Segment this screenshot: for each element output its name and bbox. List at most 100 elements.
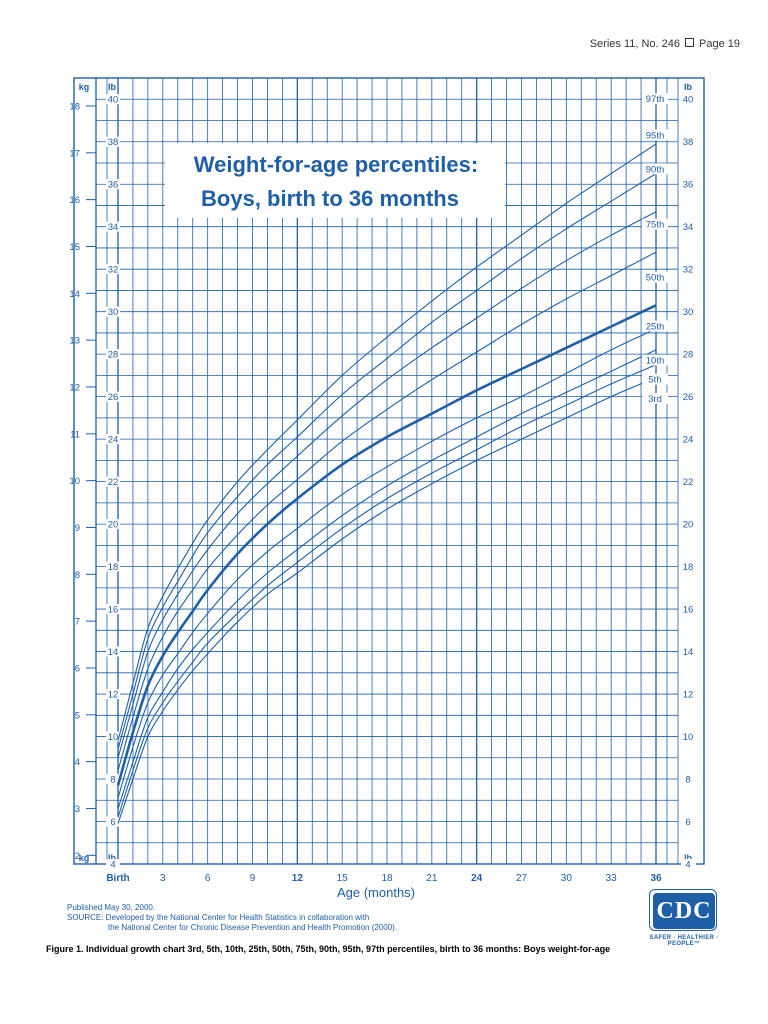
lb-tick-label-left: 16 xyxy=(108,605,119,616)
percentile-label-bg xyxy=(642,392,668,404)
lb-label-bg xyxy=(681,816,696,827)
lb-tick-label-left: 22 xyxy=(108,477,119,488)
kg-tick-label: 6 xyxy=(75,663,80,674)
kg-tick-label: 4 xyxy=(75,757,80,768)
x-tick-label: 12 xyxy=(292,873,304,884)
lb-unit-top-left: lb xyxy=(108,82,117,92)
kg-tick-label: 17 xyxy=(69,148,80,159)
percentile-label-97th: 97th xyxy=(646,94,665,105)
percentile-label-bg xyxy=(642,129,668,141)
lb-tick-label-right: 4 xyxy=(685,860,690,871)
percentile-label-10th: 10th xyxy=(646,356,665,367)
x-tick-label: 3 xyxy=(160,873,166,884)
kg-tick-label: 5 xyxy=(75,710,80,721)
page-header: Series 11, No. 246 Page 19 xyxy=(560,38,740,50)
lb-tick-label-left: 18 xyxy=(108,562,119,573)
kg-tick-label: 14 xyxy=(69,289,80,300)
lb-tick-label-right: 22 xyxy=(683,477,694,488)
lb-label-bg xyxy=(106,264,120,275)
percentile-curve-50th xyxy=(116,304,657,786)
percentile-curve-5th xyxy=(117,364,657,818)
lb-unit-bottom-left: lb xyxy=(108,853,117,863)
x-tick-label: 27 xyxy=(516,873,528,884)
lb-label-bg xyxy=(106,306,120,317)
cdc-tagline: SAFER · HEALTHIER · PEOPLE™ xyxy=(649,935,719,947)
lb-tick-label-right: 10 xyxy=(683,732,694,743)
published-date: Published May 30, 2000. xyxy=(67,903,156,912)
lb-tick-label-left: 14 xyxy=(108,647,119,658)
percentile-label-95th: 95th xyxy=(646,130,665,141)
cdc-logo: CDC SAFER · HEALTHIER · PEOPLE™ xyxy=(634,889,734,947)
x-tick-label: Birth xyxy=(106,873,129,884)
lb-tick-label-left: 26 xyxy=(108,392,119,403)
lb-tick-label-left: 6 xyxy=(110,817,115,828)
lb-label-bg xyxy=(106,221,120,232)
x-tick-label: 18 xyxy=(381,873,393,884)
lb-label-bg xyxy=(106,94,120,105)
kg-tick-label: 7 xyxy=(75,617,80,628)
source-line-1: SOURCE: Developed by the National Center… xyxy=(67,913,370,922)
x-tick-label: 36 xyxy=(650,873,662,884)
percentile-label-75th: 75th xyxy=(646,220,665,231)
lb-label-bg xyxy=(681,646,696,657)
x-tick-label: 6 xyxy=(205,873,211,884)
chart-subtitle: Boys, birth to 36 months xyxy=(201,186,459,211)
kg-tick-label: 18 xyxy=(69,101,80,112)
lb-unit-bottom-right: lb xyxy=(684,853,693,863)
percentile-label-bg xyxy=(642,354,668,366)
lb-label-bg xyxy=(106,434,120,445)
lb-label-bg xyxy=(681,136,696,147)
percentile-label-bg xyxy=(642,320,668,332)
percentile-label-bg xyxy=(642,218,668,230)
kg-tick-label: 11 xyxy=(70,429,80,440)
percentile-label-bg xyxy=(642,373,668,385)
percentile-labels: 97th 95th 90th 75th 50th 25th 10th 5th 3rd xyxy=(642,93,668,405)
lb-label-bg xyxy=(106,859,120,869)
lb-label-bg xyxy=(681,306,696,317)
lb-label-bg xyxy=(681,434,696,445)
lb-label-bg xyxy=(681,264,696,275)
lb-label-bg xyxy=(681,179,696,190)
lb-tick-label-right: 20 xyxy=(683,520,694,531)
x-tick-label: 15 xyxy=(337,873,349,884)
page-number: Page 19 xyxy=(699,38,740,50)
lb-label-bg xyxy=(681,391,696,402)
lb-tick-label-left: 24 xyxy=(108,435,119,446)
chart-title: Weight-for-age percentiles: xyxy=(194,152,478,177)
x-tick-label: 21 xyxy=(426,873,438,884)
lb-label-bg xyxy=(681,94,696,105)
kg-tick-label: 13 xyxy=(69,336,80,347)
source-line-2: the National Center for Chronic Disease … xyxy=(108,923,398,932)
lb-tick-label-left: 40 xyxy=(108,95,119,106)
series-label: Series 11, No. 246 xyxy=(589,38,681,50)
lb-tick-label-left: 20 xyxy=(108,520,119,531)
lb-tick-label-right: 30 xyxy=(683,307,694,318)
lb-tick-label-right: 16 xyxy=(683,605,694,616)
lb-tick-label-left: 30 xyxy=(108,307,119,318)
lb-tick-label-right: 8 xyxy=(685,775,690,786)
lb-label-bg xyxy=(681,561,696,572)
lb-tick-label-right: 18 xyxy=(683,562,694,573)
percentile-curve-90th xyxy=(117,211,657,758)
lb-label-bg xyxy=(106,561,120,572)
kg-tick-label: 9 xyxy=(75,523,80,534)
kg-unit-bottom: kg xyxy=(79,853,90,863)
percentile-label-bg xyxy=(642,271,668,283)
lb-label-bg xyxy=(681,731,696,742)
percentile-curve-25th xyxy=(117,328,657,799)
kg-tick-label: 10 xyxy=(69,476,80,487)
percentile-curve-3rd xyxy=(117,376,657,824)
percentile-label-3rd: 3rd xyxy=(648,394,662,405)
lb-tick-label-right: 36 xyxy=(683,180,694,191)
lb-tick-label-right: 24 xyxy=(683,435,694,446)
lb-tick-label-right: 28 xyxy=(683,350,694,361)
lb-label-bg xyxy=(681,221,696,232)
lb-label-bg xyxy=(106,774,120,785)
lb-tick-label-right: 12 xyxy=(683,690,694,701)
lb-label-bg xyxy=(106,646,120,657)
lb-tick-label-left: 12 xyxy=(108,690,119,701)
lb-label-bg xyxy=(681,689,696,700)
cdc-logo-mark: CDC xyxy=(649,889,717,931)
